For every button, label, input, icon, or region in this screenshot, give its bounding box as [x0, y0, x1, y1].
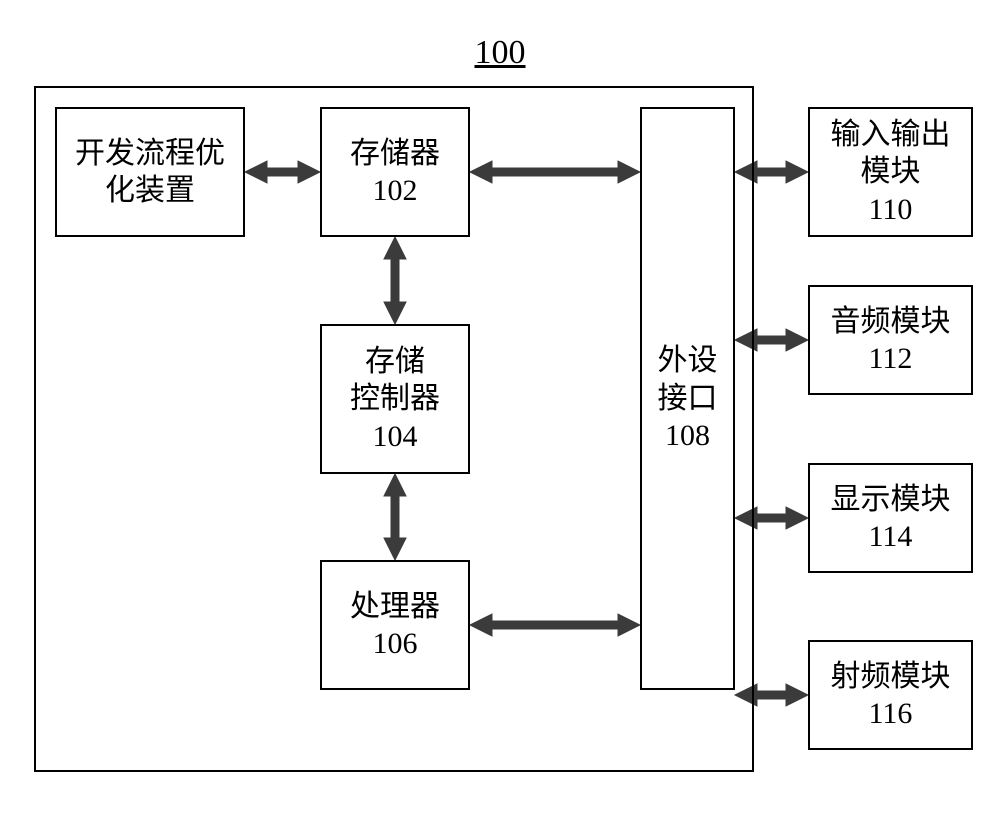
io-module-box: 输入输出模块110 [808, 107, 973, 237]
box-label: 化装置 [105, 172, 195, 210]
box-label: 模块 [861, 153, 921, 191]
box-label: 处理器 [350, 588, 440, 626]
box-label: 外设 [658, 342, 718, 380]
processor-box: 处理器106 [320, 560, 470, 690]
box-label: 108 [665, 417, 710, 455]
box-label: 存储器 [350, 135, 440, 173]
memory-controller-box: 存储控制器104 [320, 324, 470, 474]
display-module-box: 显示模块114 [808, 463, 973, 573]
box-label: 114 [869, 518, 913, 556]
box-label: 110 [869, 191, 913, 229]
rf-module-box: 射频模块116 [808, 640, 973, 750]
box-label: 106 [373, 625, 418, 663]
dev-flow-optimizer-box: 开发流程优化装置 [55, 107, 245, 237]
peripheral-interface-box: 外设接口108 [640, 107, 735, 690]
box-label: 104 [373, 418, 418, 456]
audio-module-box: 音频模块112 [808, 285, 973, 395]
memory-box: 存储器102 [320, 107, 470, 237]
box-label: 射频模块 [831, 658, 951, 696]
box-label: 112 [869, 340, 913, 378]
box-label: 116 [869, 695, 913, 733]
box-label: 接口 [658, 380, 718, 418]
box-label: 存储 [365, 343, 425, 381]
box-label: 输入输出 [831, 116, 951, 154]
box-label: 显示模块 [831, 481, 951, 519]
box-label: 102 [373, 172, 418, 210]
box-label: 控制器 [350, 380, 440, 418]
box-label: 开发流程优 [75, 135, 225, 173]
box-label: 音频模块 [831, 303, 951, 341]
diagram-stage: 100 开发流程优化装置 存储器102 存储控制器104 处理器106 外设接口… [0, 0, 1000, 815]
